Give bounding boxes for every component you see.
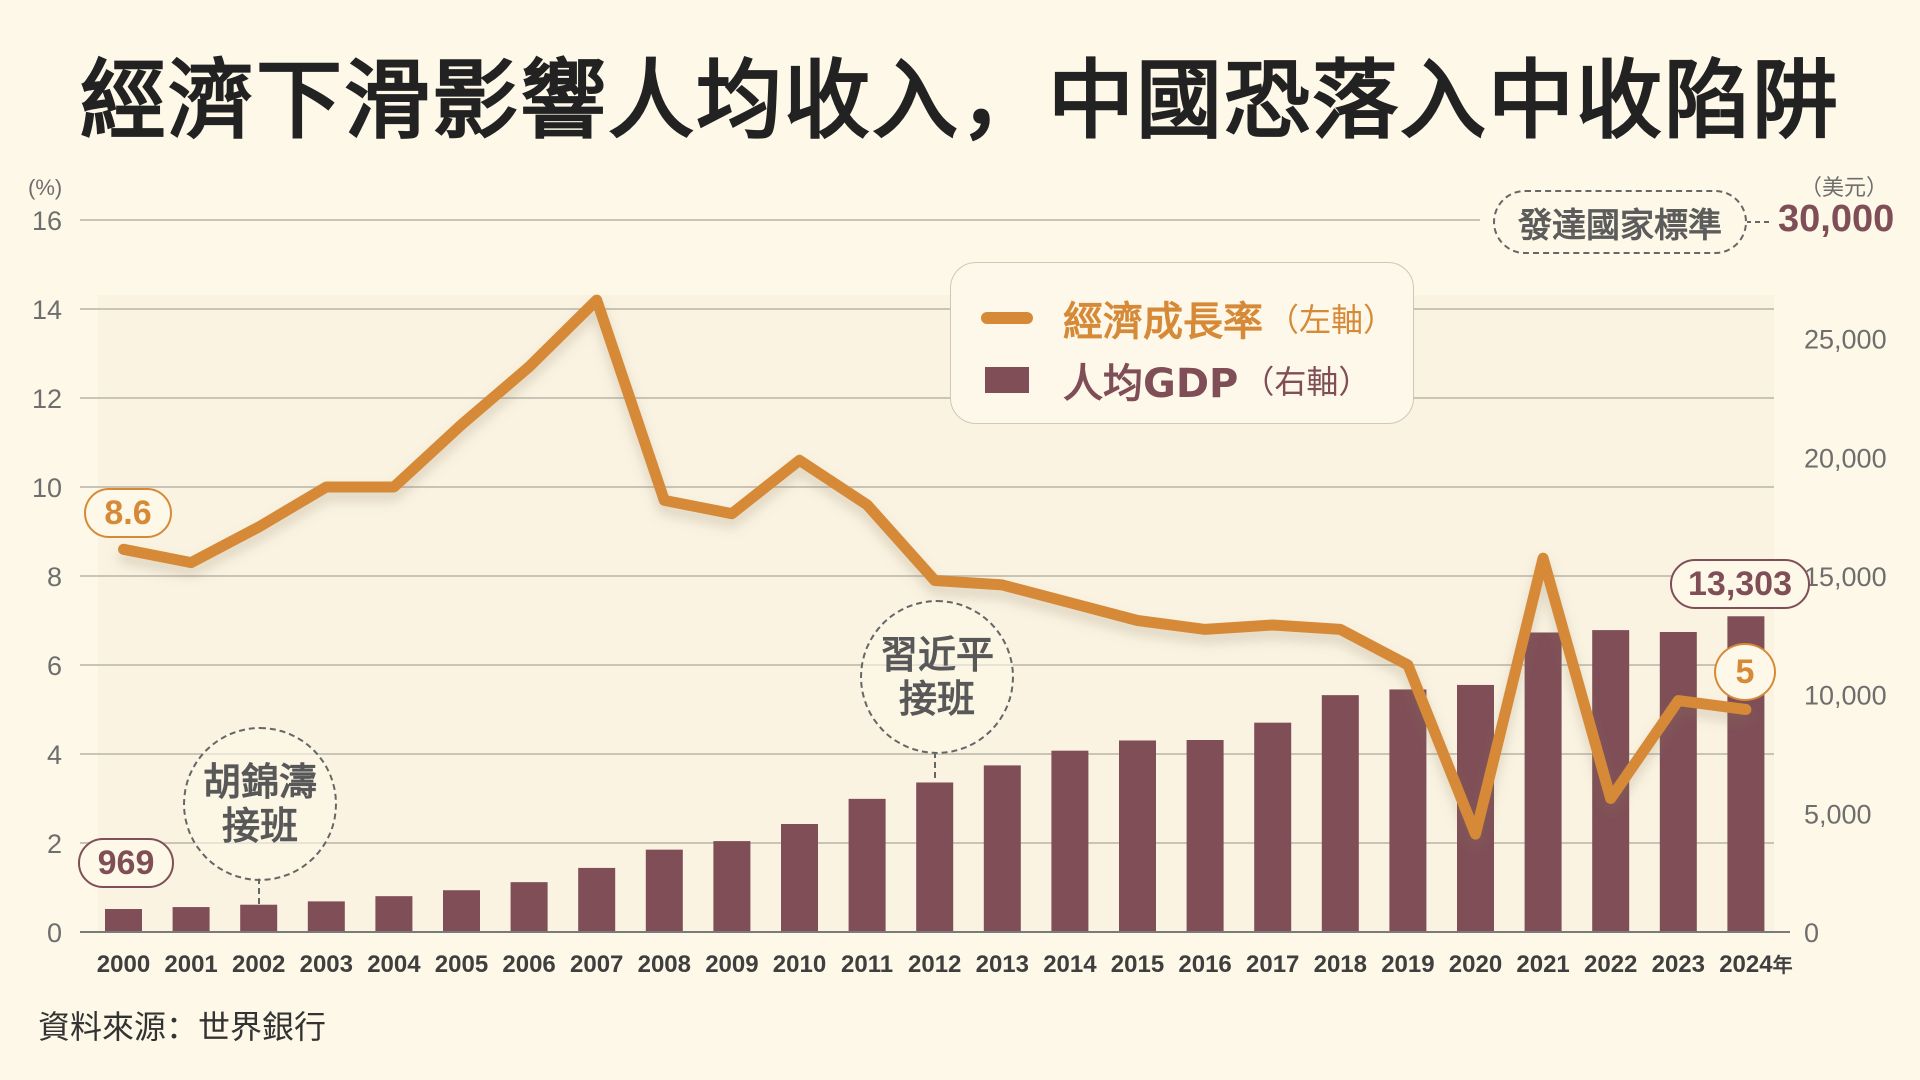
legend-growth-axis: （左軸） <box>1267 301 1396 339</box>
gdp-bar <box>983 765 1021 932</box>
legend: 經濟成長率 （左軸） 人均GDP （右軸） <box>950 262 1414 424</box>
right-tick-label: 25,000 <box>1804 325 1887 355</box>
xi-jinping-annotation: 習近平 接班 <box>860 600 1014 754</box>
developed-standard-label: 發達國家標準 <box>1493 190 1747 254</box>
x-tick-label: 2007 <box>570 951 623 978</box>
x-tick-label: 2024年 <box>1719 951 1792 978</box>
gdp-bar <box>781 824 818 932</box>
x-tick-label: 2009 <box>705 951 758 978</box>
right-axis-unit: （美元） <box>1800 176 1889 201</box>
left-tick-label: 4 <box>47 740 62 770</box>
x-tick-label: 2004 <box>367 951 421 978</box>
left-tick-label: 8 <box>47 562 62 592</box>
gdp-bar <box>1321 695 1359 932</box>
x-tick-label: 2001 <box>164 951 217 978</box>
first-growth-label: 8.6 <box>84 488 172 538</box>
gdp-bar <box>307 901 345 932</box>
x-tick-label: 2013 <box>976 951 1029 978</box>
gdp-bar <box>848 798 886 932</box>
gdp-bar <box>1659 632 1697 932</box>
x-tick-label: 2016 <box>1178 951 1231 978</box>
gdp-bar <box>375 896 413 932</box>
left-tick-label: 12 <box>32 384 62 414</box>
gdp-bar <box>240 904 278 932</box>
hu-line2: 接班 <box>221 804 298 848</box>
left-tick-label: 6 <box>47 651 62 681</box>
right-axis-ticks: 0 5,000 10,000 15,000 20,000 25,000 <box>1804 325 1887 948</box>
line-swatch-icon <box>981 312 1033 324</box>
gdp-bar <box>172 907 210 932</box>
left-tick-label: 0 <box>47 918 62 948</box>
xi-line2: 接班 <box>898 677 975 721</box>
x-tick-label: 2017 <box>1246 951 1299 978</box>
gdp-bar <box>578 867 616 932</box>
left-tick-label: 14 <box>32 295 62 325</box>
x-tick-label: 2023 <box>1652 951 1705 978</box>
x-tick-label: 2022 <box>1584 951 1637 978</box>
source-note: 資料來源：世界銀行 <box>38 1008 327 1046</box>
x-tick-label: 2008 <box>638 951 691 978</box>
gdp-bars <box>105 616 1765 932</box>
x-axis-ticks: 2000 2001 2002 2003 2004 2005 2006 2007 2008 2009… <box>97 951 1793 978</box>
x-tick-label: 2019 <box>1381 951 1434 978</box>
gdp-bar <box>510 882 548 932</box>
left-axis-unit: (%) <box>28 175 62 200</box>
legend-gdp-label: 人均GDP <box>1063 361 1239 407</box>
x-tick-label: 2002 <box>232 951 285 978</box>
chart-title: 經濟下滑影響人均收入，中國恐落入中收陷阱 <box>80 51 1840 151</box>
left-axis-ticks: 0 2 4 6 8 10 12 14 16 <box>32 206 62 948</box>
left-tick-label: 16 <box>32 206 62 236</box>
x-tick-label: 2003 <box>300 951 353 978</box>
gdp-bar <box>1051 750 1089 932</box>
gdp-bar <box>1254 722 1292 932</box>
legend-item-growth: 經濟成長率 （左軸） <box>981 289 1395 347</box>
x-tick-label: 2000 <box>97 951 150 978</box>
gdp-bar <box>916 782 954 932</box>
x-tick-label: 2020 <box>1449 951 1502 978</box>
x-tick-label: 2005 <box>435 951 488 978</box>
gdp-bar <box>443 890 480 932</box>
last-growth-label: 5 <box>1714 643 1776 701</box>
x-tick-label: 2018 <box>1314 951 1367 978</box>
x-tick-label: 2021 <box>1516 951 1569 978</box>
right-tick-label: 20,000 <box>1804 443 1887 473</box>
right-tick-label: 0 <box>1804 918 1819 948</box>
gdp-bar <box>105 909 142 932</box>
gdp-bar <box>1524 632 1562 932</box>
gdp-bar <box>1186 739 1224 932</box>
x-tick-label: 2011 <box>841 951 893 978</box>
x-tick-label: 2015 <box>1111 951 1164 978</box>
gdp-bar <box>713 841 751 932</box>
growth-rate-line <box>118 294 1752 840</box>
right-tick-label: 5,000 <box>1804 799 1872 829</box>
gdp-bar <box>1119 740 1156 932</box>
developed-standard-value: 30,000 <box>1778 198 1895 240</box>
hu-jintao-annotation: 胡錦濤 接班 <box>183 727 337 881</box>
gdp-bar <box>645 849 683 932</box>
legend-item-gdp: 人均GDP （右軸） <box>981 351 1370 409</box>
last-gdp-label: 13,303 <box>1670 559 1810 609</box>
bar-swatch-icon <box>985 367 1029 393</box>
left-tick-label: 2 <box>47 829 62 859</box>
left-tick-label: 10 <box>32 473 62 503</box>
legend-gdp-axis: （右軸） <box>1242 363 1371 401</box>
gdp-bar <box>1389 689 1427 932</box>
legend-growth-label: 經濟成長率 <box>1063 299 1263 345</box>
right-tick-label: 15,000 <box>1804 562 1887 592</box>
right-tick-label: 10,000 <box>1804 681 1887 711</box>
x-tick-label: 2010 <box>773 951 826 978</box>
xi-line1: 習近平 <box>879 633 994 677</box>
x-tick-label: 2006 <box>502 951 555 978</box>
x-tick-label: 2012 <box>908 951 961 978</box>
hu-line1: 胡錦濤 <box>202 760 317 804</box>
first-gdp-label: 969 <box>78 838 174 888</box>
x-tick-label: 2014 <box>1043 951 1097 978</box>
